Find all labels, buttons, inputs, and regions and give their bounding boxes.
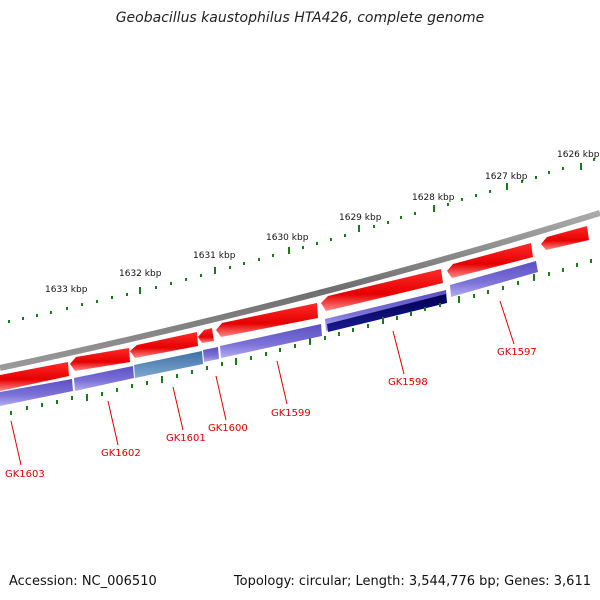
gene-arrow[interactable] [0, 362, 69, 391]
kbp-label-1632: 1632 kbp [119, 269, 162, 279]
gene-label-gk1598[interactable]: GK1598 [388, 377, 428, 388]
genome-stats-text: Topology: circular; Length: 3,544,776 bp… [233, 574, 591, 589]
gene-label-gk1601[interactable]: GK1601 [166, 433, 206, 444]
cds-block[interactable] [450, 261, 538, 297]
gene-arrow[interactable] [447, 243, 533, 278]
map-title: Geobacillus kaustophilus HTA426, complet… [115, 10, 485, 26]
gene-arrow[interactable] [541, 226, 589, 250]
cds-block[interactable] [203, 347, 219, 362]
forward-gene-track [0, 226, 589, 391]
kbp-label-1627: 1627 kbp [485, 172, 528, 182]
cds-block[interactable] [134, 351, 203, 378]
accession-text: Accession: NC_006510 [9, 574, 157, 589]
genome-backbone [0, 210, 600, 371]
kbp-label-1628: 1628 kbp [412, 193, 455, 203]
kbp-label-1633: 1633 kbp [45, 285, 88, 295]
cds-block[interactable] [220, 324, 322, 358]
cds-block[interactable] [0, 379, 73, 406]
cds-block[interactable] [74, 366, 134, 391]
cds-block-highlight[interactable] [327, 294, 447, 332]
gene-label-gk1602[interactable]: GK1602 [101, 448, 141, 459]
gene-arrow[interactable] [70, 348, 130, 371]
cds-track [0, 261, 538, 406]
gene-arrow[interactable] [198, 328, 214, 343]
gene-leader-lines [10, 300, 515, 466]
gene-arrow[interactable] [130, 332, 198, 358]
gene-arrow[interactable] [216, 303, 318, 337]
gene-label-gk1600[interactable]: GK1600 [208, 423, 248, 434]
kbp-label-1626: 1626 kbp [557, 150, 600, 160]
gene-arrow[interactable] [321, 269, 443, 311]
outer-scale [8, 158, 595, 323]
inner-scale [10, 259, 592, 415]
gene-label-gk1603[interactable]: GK1603 [5, 469, 45, 480]
kbp-label-1629: 1629 kbp [339, 213, 382, 223]
kbp-label-1631: 1631 kbp [193, 251, 236, 261]
kbp-label-1630: 1630 kbp [266, 233, 309, 243]
gene-label-gk1597[interactable]: GK1597 [497, 347, 537, 358]
gene-label-gk1599[interactable]: GK1599 [271, 408, 311, 419]
